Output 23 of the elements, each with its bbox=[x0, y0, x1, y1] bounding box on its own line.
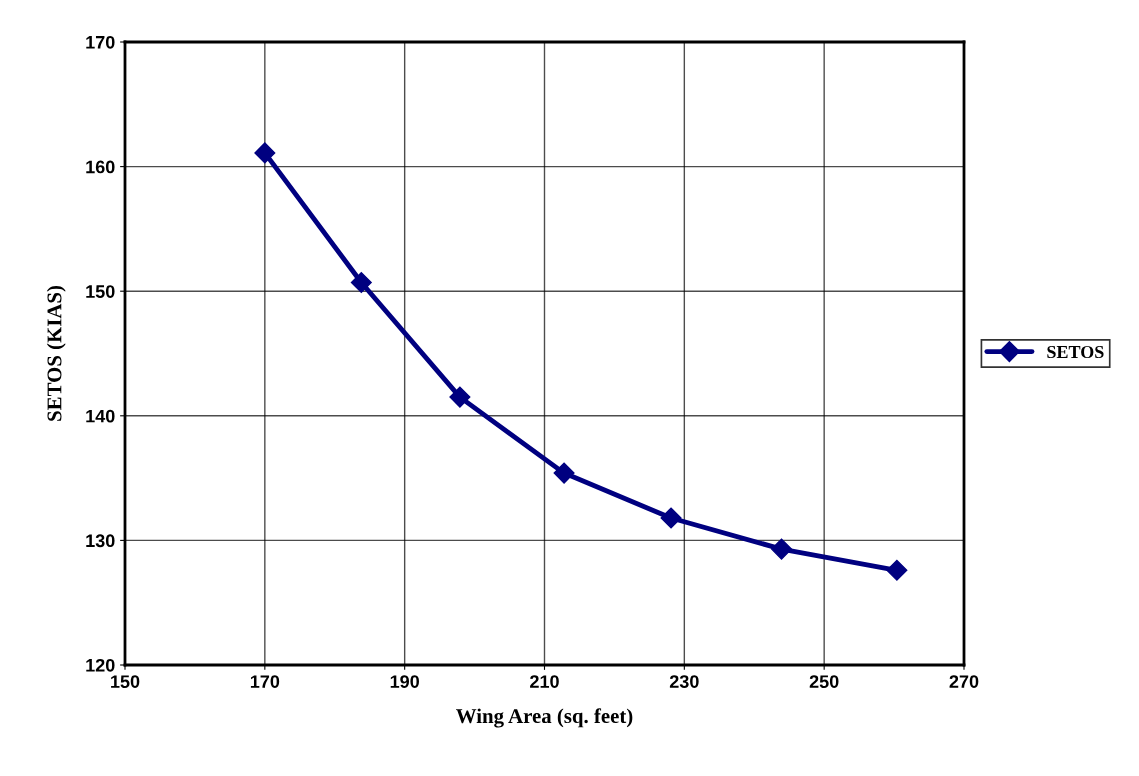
x-tick-label: 150 bbox=[111, 675, 140, 688]
y-tick-label: 140 bbox=[86, 409, 115, 423]
point bbox=[350, 271, 372, 293]
point bbox=[771, 538, 793, 560]
x-tick-label: 250 bbox=[809, 675, 839, 688]
y-tick-label: 120 bbox=[86, 658, 115, 672]
x-tick-label: 170 bbox=[250, 675, 280, 688]
y-tick-label: 160 bbox=[86, 160, 115, 174]
x-axis-title: Wing Area (sq. feet) bbox=[456, 708, 633, 728]
point bbox=[449, 386, 471, 408]
x-tick-label: 230 bbox=[669, 675, 699, 689]
y-tick-label: 170 bbox=[86, 35, 115, 49]
legend-label: SETOS bbox=[1047, 345, 1104, 359]
x-tick-label: 270 bbox=[949, 675, 979, 688]
point bbox=[254, 142, 276, 164]
point bbox=[886, 559, 908, 581]
x-tick-label: 210 bbox=[530, 675, 559, 688]
y-tick-label: 130 bbox=[86, 534, 115, 548]
x-tick-label: 190 bbox=[390, 675, 419, 688]
y-axis-title: SETOS (KIAS) bbox=[46, 286, 66, 421]
y-tick-label: 150 bbox=[86, 285, 115, 298]
point bbox=[553, 462, 575, 484]
point bbox=[660, 507, 682, 529]
